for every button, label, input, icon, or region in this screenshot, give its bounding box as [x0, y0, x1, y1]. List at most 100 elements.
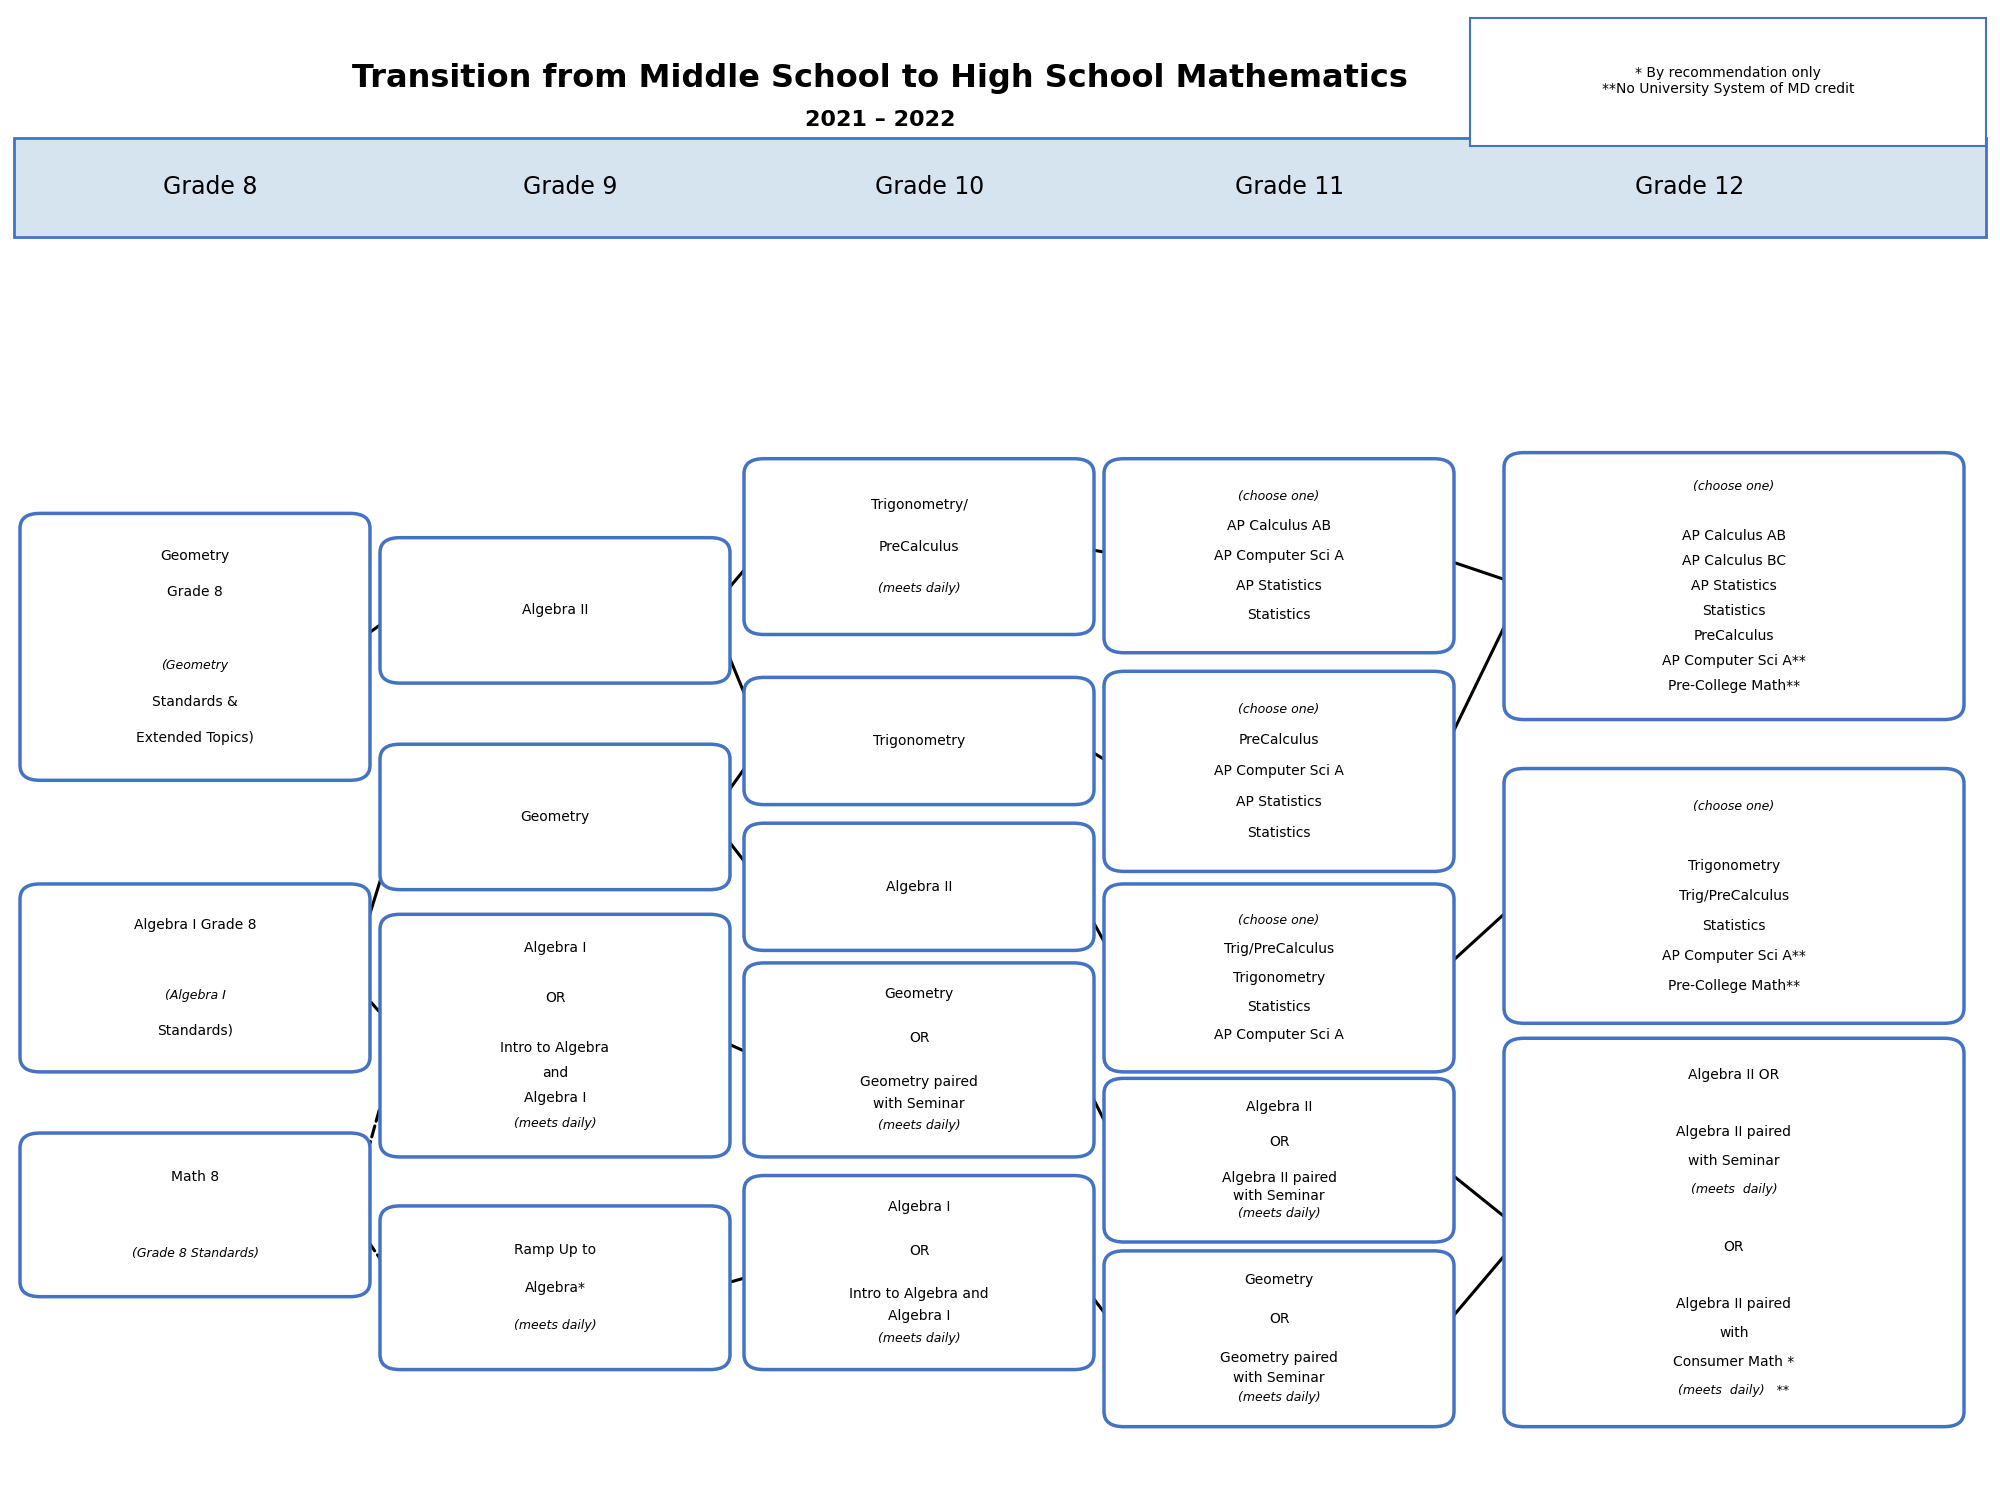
Text: Grade 8: Grade 8 — [168, 585, 222, 598]
Text: Intro to Algebra and: Intro to Algebra and — [850, 1287, 988, 1302]
Text: 2021 – 2022: 2021 – 2022 — [804, 110, 956, 130]
Text: with Seminar: with Seminar — [1688, 1154, 1780, 1168]
Text: Pre-College Math**: Pre-College Math** — [1668, 680, 1800, 693]
Text: OR: OR — [1268, 1312, 1290, 1326]
Text: Trigonometry: Trigonometry — [1232, 970, 1326, 986]
Text: AP Calculus AB: AP Calculus AB — [1226, 519, 1332, 532]
Text: Trigonometry/: Trigonometry/ — [870, 498, 968, 512]
Text: Algebra II: Algebra II — [1246, 1100, 1312, 1113]
FancyBboxPatch shape — [1504, 453, 1964, 720]
Text: AP Computer Sci A: AP Computer Sci A — [1214, 1029, 1344, 1042]
Text: Geometry paired: Geometry paired — [860, 1076, 978, 1089]
Text: OR: OR — [1268, 1136, 1290, 1149]
FancyBboxPatch shape — [744, 824, 1094, 951]
Text: Standards &: Standards & — [152, 694, 238, 708]
Text: Algebra II paired: Algebra II paired — [1676, 1298, 1792, 1311]
FancyBboxPatch shape — [1504, 768, 1964, 1023]
Text: AP Computer Sci A: AP Computer Sci A — [1214, 549, 1344, 562]
Text: Algebra II paired: Algebra II paired — [1222, 1172, 1336, 1185]
Text: Statistics: Statistics — [1702, 604, 1766, 618]
Text: AP Computer Sci A: AP Computer Sci A — [1214, 765, 1344, 778]
Text: Geometry: Geometry — [884, 987, 954, 1002]
Text: (meets  daily)   **: (meets daily) ** — [1678, 1383, 1790, 1396]
Text: with Seminar: with Seminar — [1234, 1371, 1324, 1384]
Text: PreCalculus: PreCalculus — [1238, 734, 1320, 747]
Text: OR: OR — [544, 992, 566, 1005]
FancyBboxPatch shape — [744, 1176, 1094, 1370]
Text: Consumer Math *: Consumer Math * — [1674, 1354, 1794, 1368]
Text: Statistics: Statistics — [1702, 920, 1766, 933]
Text: AP Statistics: AP Statistics — [1236, 795, 1322, 810]
FancyBboxPatch shape — [1470, 18, 1986, 146]
Text: Grade 9: Grade 9 — [522, 176, 618, 200]
Text: AP Statistics: AP Statistics — [1236, 579, 1322, 592]
FancyBboxPatch shape — [14, 138, 1986, 237]
FancyBboxPatch shape — [20, 513, 370, 780]
Text: Geometry: Geometry — [1244, 1274, 1314, 1287]
FancyBboxPatch shape — [380, 537, 730, 682]
Text: Algebra I: Algebra I — [524, 1090, 586, 1106]
FancyBboxPatch shape — [1104, 459, 1454, 652]
Text: (choose one): (choose one) — [1238, 489, 1320, 502]
Text: Pre-College Math**: Pre-College Math** — [1668, 980, 1800, 993]
Text: (Grade 8 Standards): (Grade 8 Standards) — [132, 1246, 258, 1260]
Text: Algebra II: Algebra II — [886, 880, 952, 894]
Text: (meets  daily): (meets daily) — [1690, 1184, 1778, 1196]
Text: OR: OR — [1724, 1240, 1744, 1254]
FancyBboxPatch shape — [380, 1206, 730, 1370]
Text: * By recommendation only
**No University System of MD credit: * By recommendation only **No University… — [1602, 66, 1854, 96]
Text: Trig/PreCalculus: Trig/PreCalculus — [1678, 890, 1790, 903]
Text: Algebra I: Algebra I — [888, 1310, 950, 1323]
Text: AP Calculus BC: AP Calculus BC — [1682, 554, 1786, 568]
Text: (choose one): (choose one) — [1694, 800, 1774, 813]
Text: (Geometry: (Geometry — [162, 658, 228, 672]
Text: Algebra I Grade 8: Algebra I Grade 8 — [134, 918, 256, 933]
Text: Algebra*: Algebra* — [524, 1281, 586, 1294]
Text: AP Computer Sci A**: AP Computer Sci A** — [1662, 654, 1806, 668]
Text: (Algebra I: (Algebra I — [164, 988, 226, 1002]
Text: Trig/PreCalculus: Trig/PreCalculus — [1224, 942, 1334, 956]
Text: Math 8: Math 8 — [170, 1170, 220, 1184]
Text: Extended Topics): Extended Topics) — [136, 730, 254, 746]
Text: Grade 8: Grade 8 — [162, 176, 258, 200]
Text: Grade 12: Grade 12 — [1636, 176, 1744, 200]
Text: OR: OR — [908, 1244, 930, 1257]
Text: (meets daily): (meets daily) — [1238, 1390, 1320, 1404]
Text: Algebra I: Algebra I — [524, 940, 586, 956]
Text: Statistics: Statistics — [1248, 827, 1310, 840]
Text: (choose one): (choose one) — [1694, 480, 1774, 494]
Text: with: with — [1720, 1326, 1748, 1340]
Text: Algebra II paired: Algebra II paired — [1676, 1125, 1792, 1138]
Text: Statistics: Statistics — [1248, 999, 1310, 1014]
Text: and: and — [542, 1066, 568, 1080]
Text: Algebra II: Algebra II — [522, 603, 588, 618]
Text: AP Computer Sci A**: AP Computer Sci A** — [1662, 950, 1806, 963]
Text: PreCalculus: PreCalculus — [1694, 628, 1774, 644]
Text: Trigonometry: Trigonometry — [1688, 859, 1780, 873]
Text: AP Statistics: AP Statistics — [1692, 579, 1776, 592]
FancyBboxPatch shape — [1104, 672, 1454, 871]
Text: PreCalculus: PreCalculus — [878, 540, 960, 554]
Text: (meets daily): (meets daily) — [878, 1119, 960, 1132]
FancyBboxPatch shape — [20, 884, 370, 1072]
Text: (meets daily): (meets daily) — [878, 1332, 960, 1344]
Text: AP Calculus AB: AP Calculus AB — [1682, 530, 1786, 543]
Text: Standards): Standards) — [156, 1023, 232, 1038]
Text: Grade 10: Grade 10 — [876, 176, 984, 200]
Text: Transition from Middle School to High School Mathematics: Transition from Middle School to High Sc… — [352, 63, 1408, 93]
Text: with Seminar: with Seminar — [874, 1096, 964, 1110]
Text: Geometry paired: Geometry paired — [1220, 1352, 1338, 1365]
Text: Intro to Algebra: Intro to Algebra — [500, 1041, 610, 1054]
Text: Trigonometry: Trigonometry — [872, 734, 966, 748]
FancyBboxPatch shape — [380, 915, 730, 1156]
Text: Geometry: Geometry — [160, 549, 230, 562]
FancyBboxPatch shape — [1504, 1038, 1964, 1426]
FancyBboxPatch shape — [744, 678, 1094, 804]
Text: Ramp Up to: Ramp Up to — [514, 1242, 596, 1257]
Text: (meets daily): (meets daily) — [514, 1116, 596, 1130]
Text: OR: OR — [908, 1030, 930, 1045]
Text: Geometry: Geometry — [520, 810, 590, 824]
FancyBboxPatch shape — [1104, 1078, 1454, 1242]
Text: with Seminar: with Seminar — [1234, 1190, 1324, 1203]
Text: (meets daily): (meets daily) — [1238, 1208, 1320, 1219]
